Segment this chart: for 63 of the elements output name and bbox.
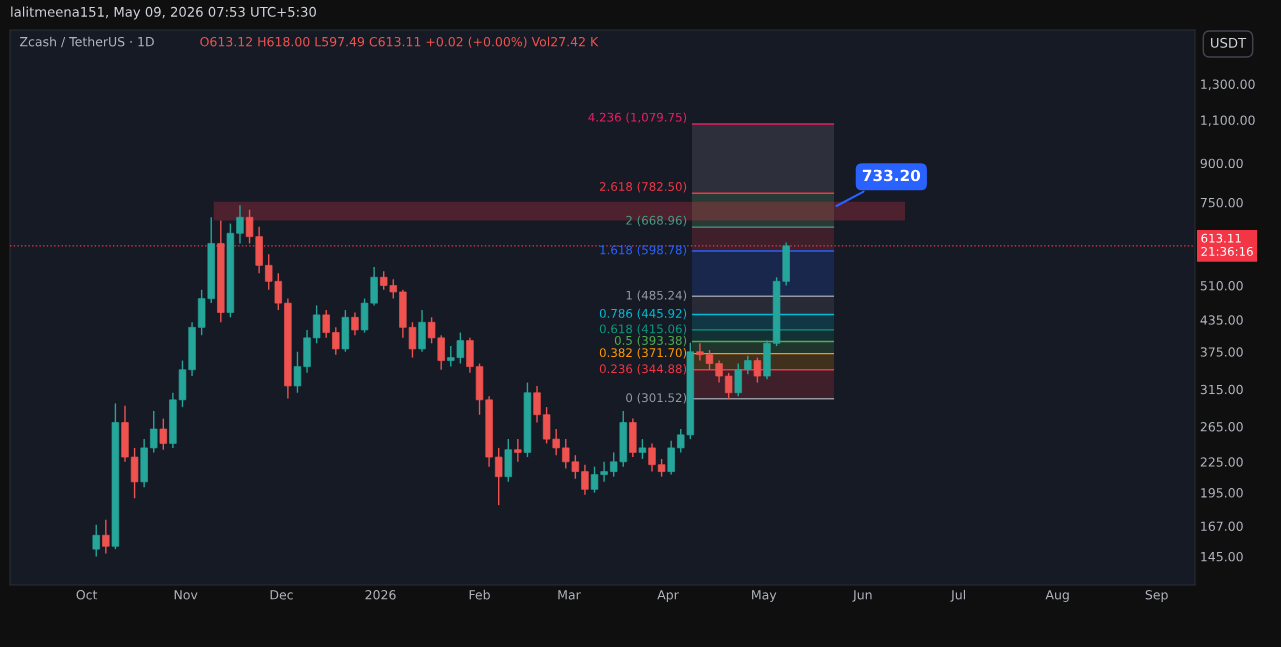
candlestick — [332, 326, 340, 356]
ref-line-label: 4.236 (1,079.75) — [588, 112, 687, 124]
candlestick — [724, 372, 733, 400]
y-tick-label: 900.00 — [1200, 158, 1243, 169]
candlestick — [293, 351, 302, 394]
y-tick-label: 145.00 — [1201, 551, 1243, 562]
x-tick-label: Nov — [174, 590, 198, 600]
candlestick — [514, 438, 522, 463]
ref-line-label: 0.236 (344.88) — [599, 364, 687, 375]
candlestick — [753, 356, 762, 384]
ref-line-label: 2 (668.96) — [626, 215, 687, 227]
x-tick-label: 2026 — [365, 590, 396, 600]
candlestick — [667, 440, 675, 476]
y-tick-label: 1,100.00 — [1201, 115, 1255, 127]
y-tick-label: 315.00 — [1200, 384, 1243, 395]
ref-line-label: 0.618 (415.06) — [599, 324, 687, 335]
candlestick — [744, 355, 752, 375]
y-tick-label: 510.00 — [1200, 280, 1243, 291]
y-tick-label: 225.00 — [1200, 457, 1243, 467]
chart-title: Zcash / TetherUS · 1D — [20, 36, 154, 48]
x-tick-label: Jul — [950, 589, 966, 602]
candlestick — [494, 447, 503, 506]
candlestick — [236, 204, 244, 245]
ref-line-label: 0 (301.52) — [626, 393, 687, 404]
candlestick — [102, 518, 110, 555]
ref-line-label: 0.5 (393.38) — [614, 335, 687, 347]
ref-line-label: 2.618 (782.50) — [599, 181, 687, 193]
x-tick-label: Oct — [76, 590, 98, 600]
candlestick — [734, 362, 742, 397]
candlestick — [648, 442, 656, 473]
y-tick-label: 195.00 — [1201, 488, 1243, 498]
candlestick — [533, 385, 541, 424]
y-axis-title: USDT — [1211, 37, 1247, 48]
candlestick — [150, 410, 158, 454]
x-tick-label: Jun — [852, 590, 872, 602]
x-tick-label: Aug — [1045, 590, 1069, 602]
candlestick — [322, 309, 330, 339]
y-tick-label: 435.00 — [1200, 315, 1243, 325]
y-tick-label: 375.00 — [1200, 347, 1243, 357]
x-tick-label: Dec — [270, 590, 293, 600]
x-tick-label: Mar — [558, 590, 581, 600]
y-tick-label: 750.00 — [1200, 197, 1243, 208]
x-tick-label: Sep — [1145, 590, 1168, 602]
y-tick-label: 167.00 — [1201, 521, 1243, 531]
candlestick — [159, 417, 168, 451]
candlestick — [638, 438, 647, 460]
text: lalitmeena151, May 09, 2026 07:53 UTC+5:30 — [11, 6, 316, 20]
ref-line-label: 0.786 (445.92) — [599, 308, 687, 320]
x-tick-label: Apr — [657, 590, 679, 602]
candlestick — [351, 311, 359, 336]
ref-line-label: 613.11 21:36:16 — [1201, 233, 1253, 256]
ref-line-label: 1 (485.24) — [626, 290, 687, 302]
y-tick-label: 265.00 — [1200, 422, 1243, 432]
ref-line-label: 1.618 (598.78) — [600, 245, 687, 256]
x-tick-label: May — [752, 590, 777, 602]
candlestick — [312, 304, 321, 345]
x-tick-label: Feb — [469, 589, 490, 600]
candlestick — [92, 524, 100, 558]
candlestick — [581, 463, 589, 496]
annotation: 733.20 — [862, 169, 921, 182]
chart-subtitle: O613.12 H618.00 L597.49 C613.11 +0.02 (+0.00%) Vol27.42 K — [200, 36, 599, 48]
ref-line-label: 0.382 (371.70) — [599, 347, 687, 359]
y-tick-label: 1,300.00 — [1201, 79, 1255, 91]
